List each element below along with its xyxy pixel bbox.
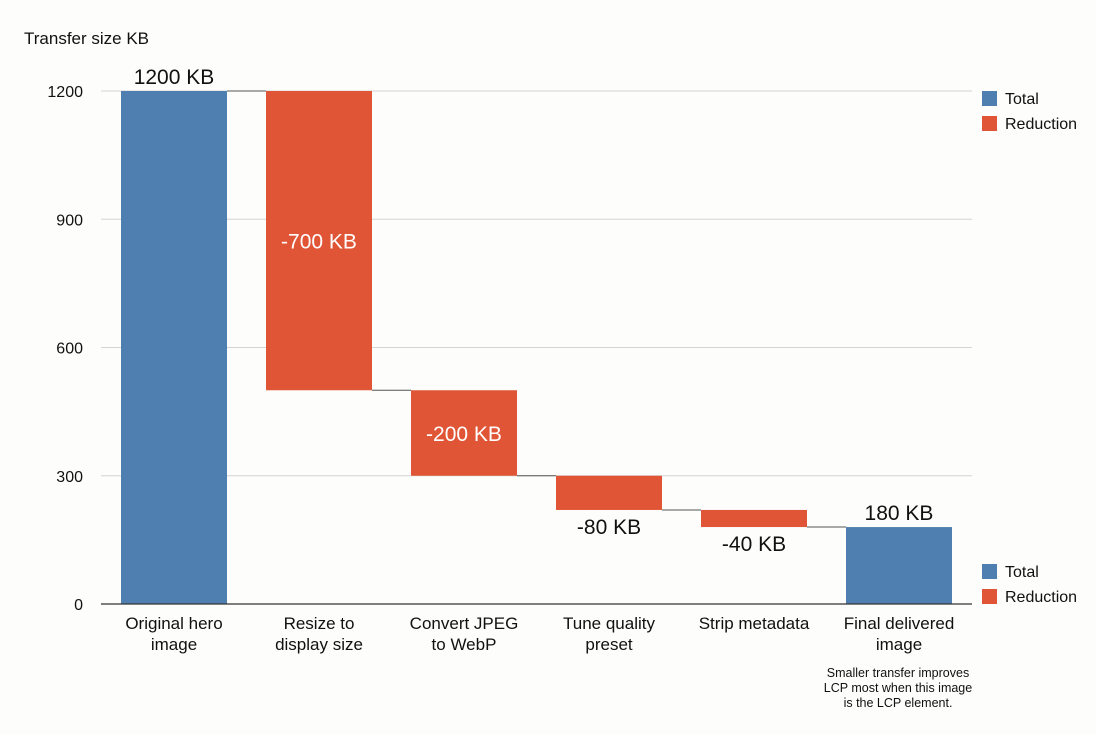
y-tick-label: 900 [56,212,83,229]
x-tick-label: display size [275,635,363,654]
legend-label: Reduction [1005,116,1077,133]
x-tick-label: to WebP [432,635,497,654]
reduction-bar [266,91,372,391]
data-label: -80 KB [577,516,641,539]
x-tick-label: Tune quality [563,614,655,633]
x-tick-label: Original hero [125,614,222,633]
reduction-bar [701,509,807,528]
x-tick-label: Final delivered [844,614,955,633]
data-label: -200 KB [426,423,502,446]
x-tick-label: Strip metadata [699,614,810,633]
legend-label: Total [1005,564,1039,581]
x-tick-label: image [876,635,922,654]
reduction-bar [411,390,517,476]
y-tick-label: 300 [56,469,83,486]
data-label: 1200 KB [134,66,215,89]
data-label: -700 KB [281,231,357,254]
x-tick-label: Resize to [284,614,355,633]
x-tick-label: image [151,635,197,654]
y-tick-label: 0 [74,597,83,614]
data-label: -40 KB [722,533,786,556]
y-tick-label: 1200 [47,84,83,101]
legend-swatch [982,589,997,604]
x-tick-label: Convert JPEG [410,614,519,633]
x-tick-label: preset [585,635,633,654]
y-axis-title: Transfer size KB [24,29,149,48]
annotation-text: is the LCP element. [844,696,953,710]
annotation-text: Smaller transfer improves [827,666,969,680]
y-tick-label: 600 [56,341,83,358]
legend-label: Reduction [1005,589,1077,606]
legend-swatch [982,116,997,131]
legend-label: Total [1005,91,1039,108]
total-bar [846,527,952,604]
legend-swatch [982,564,997,579]
total-bar [121,91,227,604]
data-label: 180 KB [865,502,934,525]
annotation-text: LCP most when this image [824,681,972,695]
legend-swatch [982,91,997,106]
reduction-bar [556,475,662,510]
